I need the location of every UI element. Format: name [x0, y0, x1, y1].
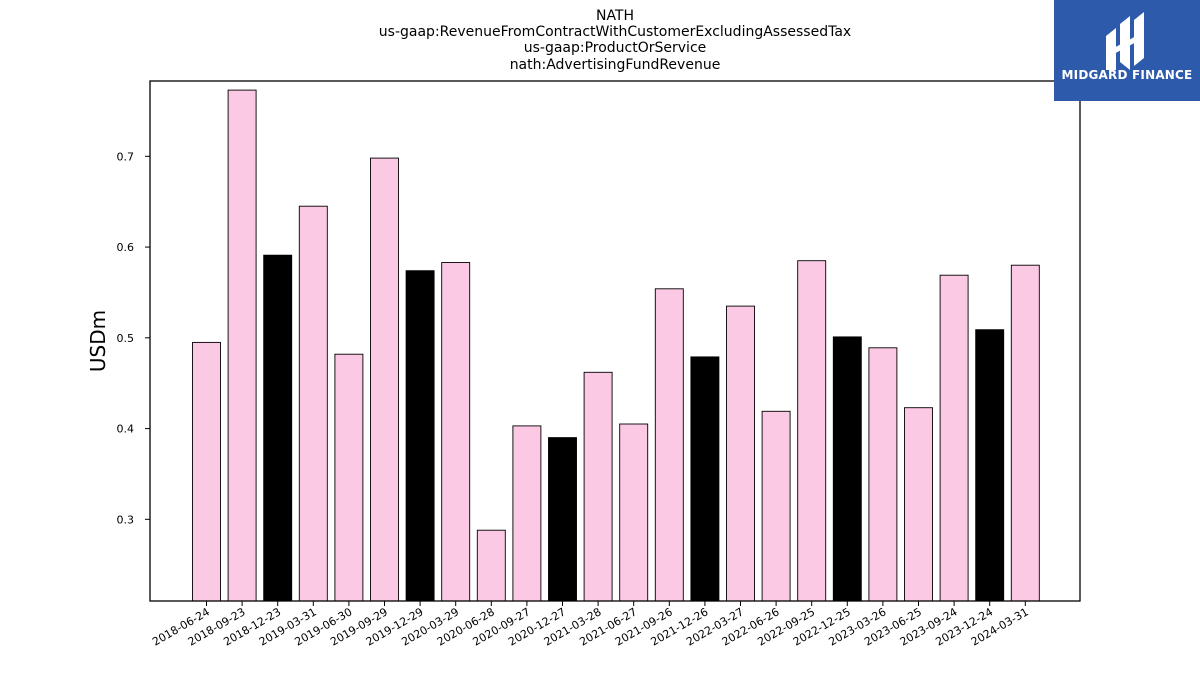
- bar-2024-03-31: [1010, 264, 1040, 602]
- bar-2018-09-23: [227, 89, 257, 602]
- y-tick-label: 0.3: [117, 513, 135, 526]
- y-axis-ticks: 0.3 0.4 0.5 0.6 0.7: [117, 150, 150, 526]
- bar-2021-09-26: [654, 288, 684, 602]
- bar-2021-03-28: [583, 371, 613, 602]
- bar-2023-09-24: [939, 274, 969, 602]
- plot-frame: [149, 80, 1081, 602]
- y-tick-label: 0.5: [117, 332, 135, 345]
- chart-title-line-3: us-gaap:ProductOrService: [524, 40, 707, 56]
- chart-title-line-2: us-gaap:RevenueFromContractWithCustomerE…: [379, 24, 851, 40]
- bar-2022-03-27: [726, 305, 755, 602]
- bars-group: [192, 89, 1040, 602]
- bar-2021-06-27: [619, 423, 649, 602]
- bar-2018-12-23: [263, 254, 293, 602]
- bar-2022-06-26: [761, 410, 791, 602]
- y-tick-label: 0.6: [117, 241, 135, 254]
- bar-2019-03-31: [298, 205, 328, 602]
- brand-logo: MIDGARD FINANCE: [1054, 0, 1200, 101]
- x-axis-ticks: 2018-06-242018-09-232018-12-232019-03-31…: [150, 601, 1031, 649]
- bar-2020-12-27: [548, 437, 577, 602]
- bar-2022-12-25: [832, 336, 862, 602]
- bar-2023-12-24: [975, 329, 1005, 602]
- bar-2019-09-29: [370, 157, 399, 602]
- bar-2019-12-29: [405, 270, 435, 602]
- y-axis-label: USDm: [86, 310, 110, 372]
- bar-2023-03-26: [868, 347, 898, 602]
- bar-2023-06-25: [904, 407, 933, 602]
- brand-name: MIDGARD FINANCE: [1061, 68, 1193, 82]
- chart-title-line-1: NATH: [596, 8, 634, 24]
- midgard-logo-icon: [1106, 12, 1144, 70]
- bar-2018-06-24: [192, 341, 221, 602]
- bar-2020-03-29: [441, 262, 471, 602]
- chart-title-line-4: nath:AdvertisingFundRevenue: [510, 57, 721, 73]
- bar-2019-06-30: [334, 353, 364, 602]
- y-tick-label: 0.7: [117, 150, 135, 163]
- bar-2020-06-28: [476, 529, 506, 602]
- chart-title: NATH us-gaap:RevenueFromContractWithCust…: [379, 8, 851, 73]
- y-tick-label: 0.4: [117, 423, 135, 436]
- bar-2022-09-25: [797, 260, 827, 602]
- bar-2021-12-26: [690, 356, 720, 602]
- bar-2020-09-27: [512, 425, 542, 602]
